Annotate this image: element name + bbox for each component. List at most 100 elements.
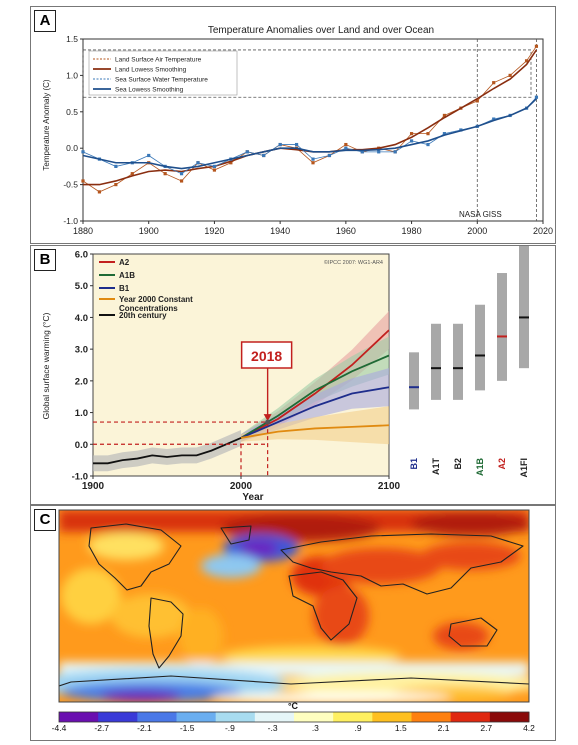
map-frame xyxy=(58,509,530,703)
legend-b-label-1: A1B xyxy=(119,271,135,280)
series-2-point xyxy=(262,153,266,158)
chart-a-xtick-label: 1880 xyxy=(73,226,93,236)
scenario-band xyxy=(241,368,389,442)
series-2-point xyxy=(114,164,118,168)
chart-b-xtick-label: 2000 xyxy=(230,481,253,492)
series-2-point xyxy=(278,142,282,147)
colorbar-segment xyxy=(294,712,334,722)
colorbar-segment xyxy=(137,712,177,722)
highlight-box xyxy=(240,341,293,369)
colorbar-tick-label: .9 xyxy=(355,723,362,733)
chart-a: Temperature Anomalies over Land and over… xyxy=(42,25,553,236)
century-line xyxy=(93,437,242,465)
scenario-line xyxy=(240,386,390,439)
chart-a-ytick-label: -0.5 xyxy=(63,180,78,190)
chart-a-xtick-label: 1960 xyxy=(336,226,356,236)
series-2-point xyxy=(147,153,151,158)
legend-label-1: Land Lowess Smoothing xyxy=(115,67,187,74)
colorbar-segment xyxy=(333,712,373,722)
colorbar-segment xyxy=(489,712,530,722)
legend-b-label-3: Year 2000 Constant xyxy=(119,295,193,304)
panel-c: C xyxy=(30,505,556,741)
chart-b-ytick-label: -1.0 xyxy=(72,472,88,483)
series-2-point xyxy=(492,117,496,121)
colorbar-segment xyxy=(411,712,452,722)
chart-b: ©IPCC 2007: WG1-AR4 Global surface warmi… xyxy=(41,241,529,503)
series-0-point xyxy=(524,59,529,63)
panel-b-label: B xyxy=(34,249,56,271)
colorbar-unit: °C xyxy=(288,701,299,711)
chart-b-ytick-label: 3.0 xyxy=(75,345,88,356)
series-0-point xyxy=(130,172,134,176)
chart-a-annotation: NASA GISS xyxy=(459,210,502,219)
series-0-point xyxy=(212,168,217,172)
range-label: A1B xyxy=(475,458,485,477)
continent-outlines xyxy=(59,523,529,702)
series-0-point xyxy=(426,132,430,136)
chart-c-map: °C -4.4 -2.7 -2.1 -1.5 -.9 -.3 .3 .9 1.5 2.1 2.7 4.… xyxy=(52,509,535,733)
colorbar-tick-label: -2.1 xyxy=(137,723,152,733)
colorbar-tick-label: -.9 xyxy=(225,723,235,733)
range-label: B2 xyxy=(453,458,463,470)
series-0-point xyxy=(492,81,496,85)
chart-b-copyright: ©IPCC 2007: WG1-AR4 xyxy=(324,259,383,266)
colorbar-tick-label: -1.5 xyxy=(180,723,195,733)
series-2-point xyxy=(426,142,430,147)
series-line-3 xyxy=(82,98,537,170)
chart-b-ylabel: Global surface warming (°C) xyxy=(41,312,51,419)
range-label: A1T xyxy=(431,458,441,476)
colorbar-segment xyxy=(450,712,491,722)
colorbar-frame xyxy=(58,711,530,723)
colorbar-tick-label: .3 xyxy=(312,723,319,733)
chart-a-xtick-label: 2000 xyxy=(467,226,487,236)
series-0-point xyxy=(344,142,348,147)
series-0-point xyxy=(179,179,184,183)
colorbar-segment xyxy=(254,712,295,722)
series-2-point xyxy=(294,142,299,147)
chart-b-xlabel: Year xyxy=(242,492,263,503)
chart-a-ylabel: Temperature Anomaly (C) xyxy=(42,79,51,170)
series-0-point xyxy=(475,99,479,103)
chart-b-ytick-label: 4.0 xyxy=(75,313,88,324)
series-2-point xyxy=(196,161,200,165)
series-2-point xyxy=(534,95,539,99)
chart-b-ytick-label: 2.0 xyxy=(75,376,88,387)
chart-a-legend-box xyxy=(88,50,238,96)
chart-b-ytick-label: 1.0 xyxy=(75,408,88,419)
legend-label-0: Land Surface Air Temperature xyxy=(115,57,202,64)
chart-a-ytick-label: -1.0 xyxy=(63,216,78,226)
chart-a-xtick-label: 1980 xyxy=(402,226,422,236)
series-line-2 xyxy=(82,96,537,175)
scenario-line xyxy=(240,424,390,439)
legend-b-label-0: A2 xyxy=(119,258,130,267)
range-bar xyxy=(409,352,419,410)
chart-b-xtick-label: 2100 xyxy=(378,481,401,492)
series-0-point xyxy=(534,44,539,48)
range-label: A2 xyxy=(497,458,507,470)
series-0-point xyxy=(409,132,414,136)
range-bar xyxy=(475,304,485,391)
series-2-point xyxy=(311,157,315,161)
series-2-point xyxy=(409,139,414,143)
colorbar-tick-label: 2.1 xyxy=(438,723,450,733)
series-2-point xyxy=(344,146,348,150)
legend-b-label-4: 20th century xyxy=(119,311,167,320)
legend-b-label-2: B1 xyxy=(119,284,130,293)
series-2-point xyxy=(81,150,85,154)
series-0-point xyxy=(81,179,85,183)
range-bar xyxy=(453,323,463,400)
panel-c-label: C xyxy=(34,509,56,531)
scenario-line xyxy=(240,329,390,439)
highlight-arrow-head xyxy=(263,414,272,422)
legend-label-2: Sea Surface Water Temperature xyxy=(115,77,208,84)
chart-a-dashed-box xyxy=(82,49,532,98)
chart-a-axes xyxy=(82,38,544,222)
highlight-point xyxy=(265,419,271,425)
chart-b-ytick-label: 6.0 xyxy=(75,250,88,261)
range-bar xyxy=(431,323,441,400)
colorbar-segment xyxy=(215,712,256,722)
series-2-point xyxy=(377,150,381,154)
chart-a-ytick-label: 1.0 xyxy=(66,70,78,80)
series-0-point xyxy=(311,161,315,165)
chart-a-xtick-label: 1940 xyxy=(270,226,290,236)
